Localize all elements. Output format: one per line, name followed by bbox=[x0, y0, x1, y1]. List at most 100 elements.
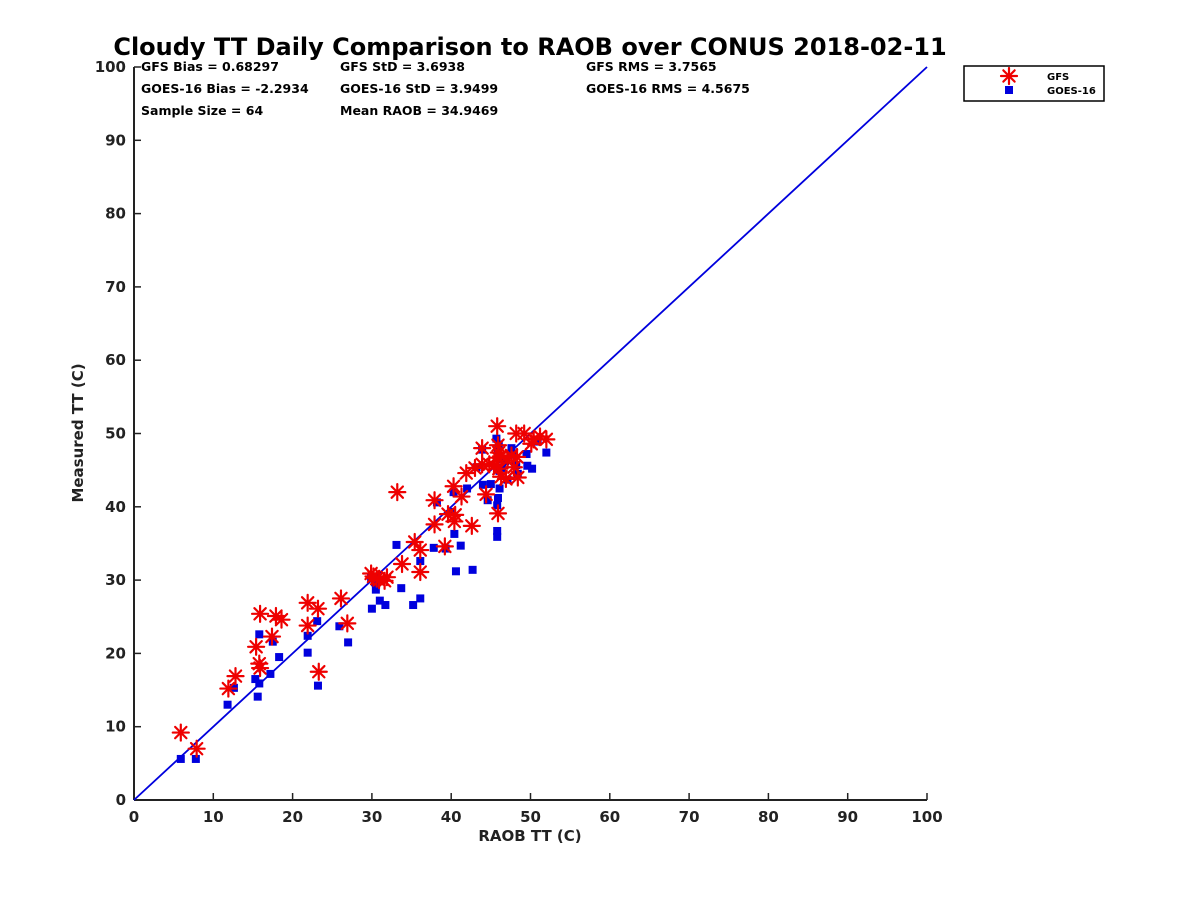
goes-16-point bbox=[429, 543, 438, 552]
gfs-point bbox=[484, 456, 504, 475]
goes-16-point bbox=[253, 692, 262, 701]
goes-16-point bbox=[367, 604, 376, 613]
y-tick-label: 40 bbox=[105, 498, 126, 516]
gfs-point bbox=[411, 540, 430, 560]
gfs-point bbox=[462, 516, 481, 535]
gfs-point bbox=[515, 424, 534, 443]
gfs-point bbox=[219, 679, 238, 698]
legend-gfs-asterisk bbox=[999, 66, 1019, 86]
x-tick-label: 30 bbox=[361, 808, 382, 826]
gfs-point bbox=[331, 589, 351, 608]
goes-rms-stat: GOES-16 RMS = 4.5675 bbox=[586, 81, 750, 96]
gfs-point bbox=[298, 616, 317, 635]
y-tick-label: 60 bbox=[105, 351, 126, 369]
goes-16-point bbox=[313, 681, 322, 690]
goes-16-point bbox=[493, 532, 502, 541]
goes-16-point bbox=[456, 541, 465, 550]
goes-16-point bbox=[266, 669, 275, 678]
goes-16-point bbox=[492, 434, 501, 443]
gfs-point bbox=[226, 667, 245, 686]
legend-gfs-asterisk-icon bbox=[999, 66, 1019, 86]
axes: 0 10 20 30 40 50 60 70 80 90 100 0 10 20 30 40 50 60 70 80 9… bbox=[95, 58, 943, 826]
gfs-point bbox=[452, 487, 471, 506]
goes-16-point bbox=[255, 630, 264, 639]
gfs-point bbox=[473, 439, 492, 458]
goes-16-point bbox=[483, 496, 492, 505]
data-points bbox=[171, 417, 556, 763]
goes-16-point bbox=[416, 594, 425, 603]
goes-16-point bbox=[375, 596, 384, 605]
gfs-point bbox=[435, 537, 454, 556]
gfs-point bbox=[425, 491, 444, 510]
gfs-point bbox=[388, 483, 407, 502]
gfs-bias-stat: GFS Bias = 0.68297 bbox=[141, 59, 279, 74]
goes-16-point bbox=[381, 601, 390, 610]
x-tick-label: 40 bbox=[441, 808, 462, 826]
y-tick-label: 50 bbox=[105, 425, 126, 443]
goes-16-point bbox=[416, 557, 425, 566]
y-tick-label: 20 bbox=[105, 644, 126, 662]
goes-std-stat: GOES-16 StD = 3.9499 bbox=[340, 81, 498, 96]
y-tick-label: 90 bbox=[105, 131, 126, 149]
goes-16-point bbox=[495, 484, 504, 493]
goes-16-point bbox=[275, 653, 284, 662]
goes-16-point bbox=[533, 437, 542, 446]
gfs-std-stat: GFS StD = 3.6938 bbox=[340, 59, 465, 74]
gfs-point bbox=[496, 469, 516, 489]
x-tick-label: 10 bbox=[203, 808, 224, 826]
y-tick-label: 30 bbox=[105, 571, 126, 589]
gfs-point bbox=[250, 604, 270, 623]
x-tick-label: 20 bbox=[282, 808, 303, 826]
goes-16-point bbox=[523, 461, 532, 470]
gfs-point bbox=[272, 610, 291, 629]
goes-16-point bbox=[255, 679, 264, 688]
gfs-point bbox=[488, 504, 508, 523]
gfs-point bbox=[309, 662, 328, 681]
gfs-point bbox=[187, 739, 206, 758]
gfs-rms-stat: GFS RMS = 3.7565 bbox=[586, 59, 717, 74]
sample-size-stat: Sample Size = 64 bbox=[141, 103, 263, 118]
legend-goes-label: GOES-16 bbox=[1047, 86, 1096, 97]
y-tick-label: 70 bbox=[105, 278, 126, 296]
chart-title: Cloudy TT Daily Comparison to RAOB over … bbox=[113, 33, 946, 61]
legend: GFS GOES-16 bbox=[963, 65, 1105, 102]
goes-16-point bbox=[522, 450, 531, 459]
gfs-point bbox=[171, 723, 190, 742]
goes-16-point bbox=[371, 585, 380, 594]
gfs-point bbox=[537, 430, 556, 449]
goes-16-point bbox=[493, 526, 502, 535]
gfs-point bbox=[425, 515, 444, 534]
goes-16-point bbox=[303, 648, 312, 657]
gfs-point bbox=[444, 477, 463, 496]
gfs-point bbox=[262, 627, 282, 646]
legend-gfs-label: GFS bbox=[1047, 72, 1069, 83]
gfs-point bbox=[247, 637, 266, 656]
goes-16-point bbox=[493, 494, 502, 503]
x-tick-label: 90 bbox=[837, 808, 858, 826]
x-tick-label: 80 bbox=[758, 808, 779, 826]
goes-16-point bbox=[451, 567, 460, 576]
goes-16-point bbox=[392, 540, 401, 549]
gfs-point bbox=[338, 614, 357, 633]
legend-box bbox=[963, 65, 1105, 102]
y-tick-label: 80 bbox=[105, 205, 126, 223]
goes-16-point bbox=[450, 529, 459, 538]
goes-16-point bbox=[542, 448, 551, 457]
stats-block: GFS Bias = 0.68297 GFS StD = 3.6938 GFS … bbox=[141, 59, 750, 118]
goes-16-point bbox=[251, 675, 260, 684]
goes-16-point bbox=[191, 754, 200, 763]
goes-16-point bbox=[176, 754, 185, 763]
gfs-point bbox=[392, 554, 412, 574]
gfs-point bbox=[308, 599, 328, 618]
goes-16-point bbox=[303, 631, 312, 640]
gfs-point bbox=[504, 458, 523, 477]
goes-16-point bbox=[528, 464, 537, 473]
gfs-point bbox=[476, 485, 496, 504]
mean-raob-stat: Mean RAOB = 34.9469 bbox=[340, 103, 498, 118]
gfs-point bbox=[250, 658, 270, 678]
goes-16-point bbox=[468, 565, 477, 574]
x-tick-label: 60 bbox=[599, 808, 620, 826]
y-tick-label: 0 bbox=[116, 791, 126, 809]
